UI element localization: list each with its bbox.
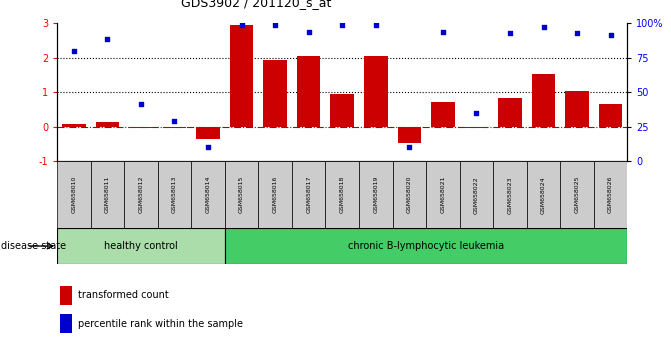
Point — [471, 110, 482, 115]
Text: GSM658026: GSM658026 — [608, 176, 613, 213]
Bar — [60, 286, 72, 305]
Bar — [229, 25, 254, 127]
Point — [538, 24, 549, 30]
Text: GSM658013: GSM658013 — [172, 176, 177, 213]
Point — [136, 101, 146, 107]
Bar — [493, 161, 527, 228]
Bar — [325, 161, 359, 228]
Text: GSM658012: GSM658012 — [138, 176, 144, 213]
Bar — [225, 228, 627, 264]
Text: percentile rank within the sample: percentile rank within the sample — [78, 319, 243, 329]
Text: GSM658016: GSM658016 — [272, 176, 278, 213]
Bar — [197, 127, 220, 139]
Point — [404, 144, 415, 149]
Point — [203, 144, 213, 149]
Text: GSM658025: GSM658025 — [574, 176, 580, 213]
Bar — [599, 104, 623, 127]
Text: GDS3902 / 201120_s_at: GDS3902 / 201120_s_at — [181, 0, 332, 9]
Bar — [258, 161, 292, 228]
Text: disease state: disease state — [1, 241, 66, 251]
Bar — [264, 60, 287, 127]
Point — [337, 22, 348, 28]
Bar — [60, 314, 72, 333]
Point — [303, 29, 314, 34]
Bar — [331, 95, 354, 127]
Text: GSM658019: GSM658019 — [373, 176, 378, 213]
Bar — [225, 161, 258, 228]
Bar — [62, 124, 86, 127]
Bar — [191, 161, 225, 228]
Bar — [91, 161, 124, 228]
Bar — [57, 228, 225, 264]
Text: GSM658010: GSM658010 — [71, 176, 76, 213]
Text: chronic B-lymphocytic leukemia: chronic B-lymphocytic leukemia — [348, 241, 504, 251]
Point — [437, 29, 448, 34]
Bar — [560, 161, 594, 228]
Text: healthy control: healthy control — [104, 241, 178, 251]
Text: GSM658015: GSM658015 — [239, 176, 244, 213]
Point — [270, 22, 280, 28]
Bar — [527, 161, 560, 228]
Bar — [426, 161, 460, 228]
Point — [505, 30, 515, 35]
Text: GSM658022: GSM658022 — [474, 176, 479, 213]
Text: GSM658018: GSM658018 — [340, 176, 345, 213]
Bar — [124, 161, 158, 228]
Text: GSM658014: GSM658014 — [205, 176, 211, 213]
Text: transformed count: transformed count — [78, 290, 168, 300]
Bar — [431, 102, 455, 127]
Bar — [594, 161, 627, 228]
Text: GSM658024: GSM658024 — [541, 176, 546, 213]
Bar — [297, 56, 321, 127]
Point — [169, 119, 180, 124]
Bar — [566, 91, 589, 127]
Text: GSM658023: GSM658023 — [507, 176, 513, 213]
Bar — [359, 161, 393, 228]
Bar — [57, 161, 91, 228]
Bar — [130, 127, 153, 128]
Bar — [397, 127, 421, 143]
Bar — [163, 127, 187, 128]
Bar — [465, 127, 488, 128]
Bar — [96, 122, 119, 127]
Point — [68, 48, 79, 53]
Bar — [460, 161, 493, 228]
Text: GSM658011: GSM658011 — [105, 176, 110, 213]
Bar — [364, 56, 388, 127]
Point — [605, 32, 616, 38]
Bar — [393, 161, 426, 228]
Text: GSM658017: GSM658017 — [306, 176, 311, 213]
Bar — [532, 74, 556, 127]
Point — [370, 22, 381, 28]
Point — [236, 22, 247, 28]
Bar — [499, 98, 522, 127]
Text: GSM658020: GSM658020 — [407, 176, 412, 213]
Text: GSM658021: GSM658021 — [440, 176, 446, 213]
Point — [102, 36, 113, 41]
Bar — [292, 161, 325, 228]
Point — [572, 30, 582, 35]
Bar — [158, 161, 191, 228]
